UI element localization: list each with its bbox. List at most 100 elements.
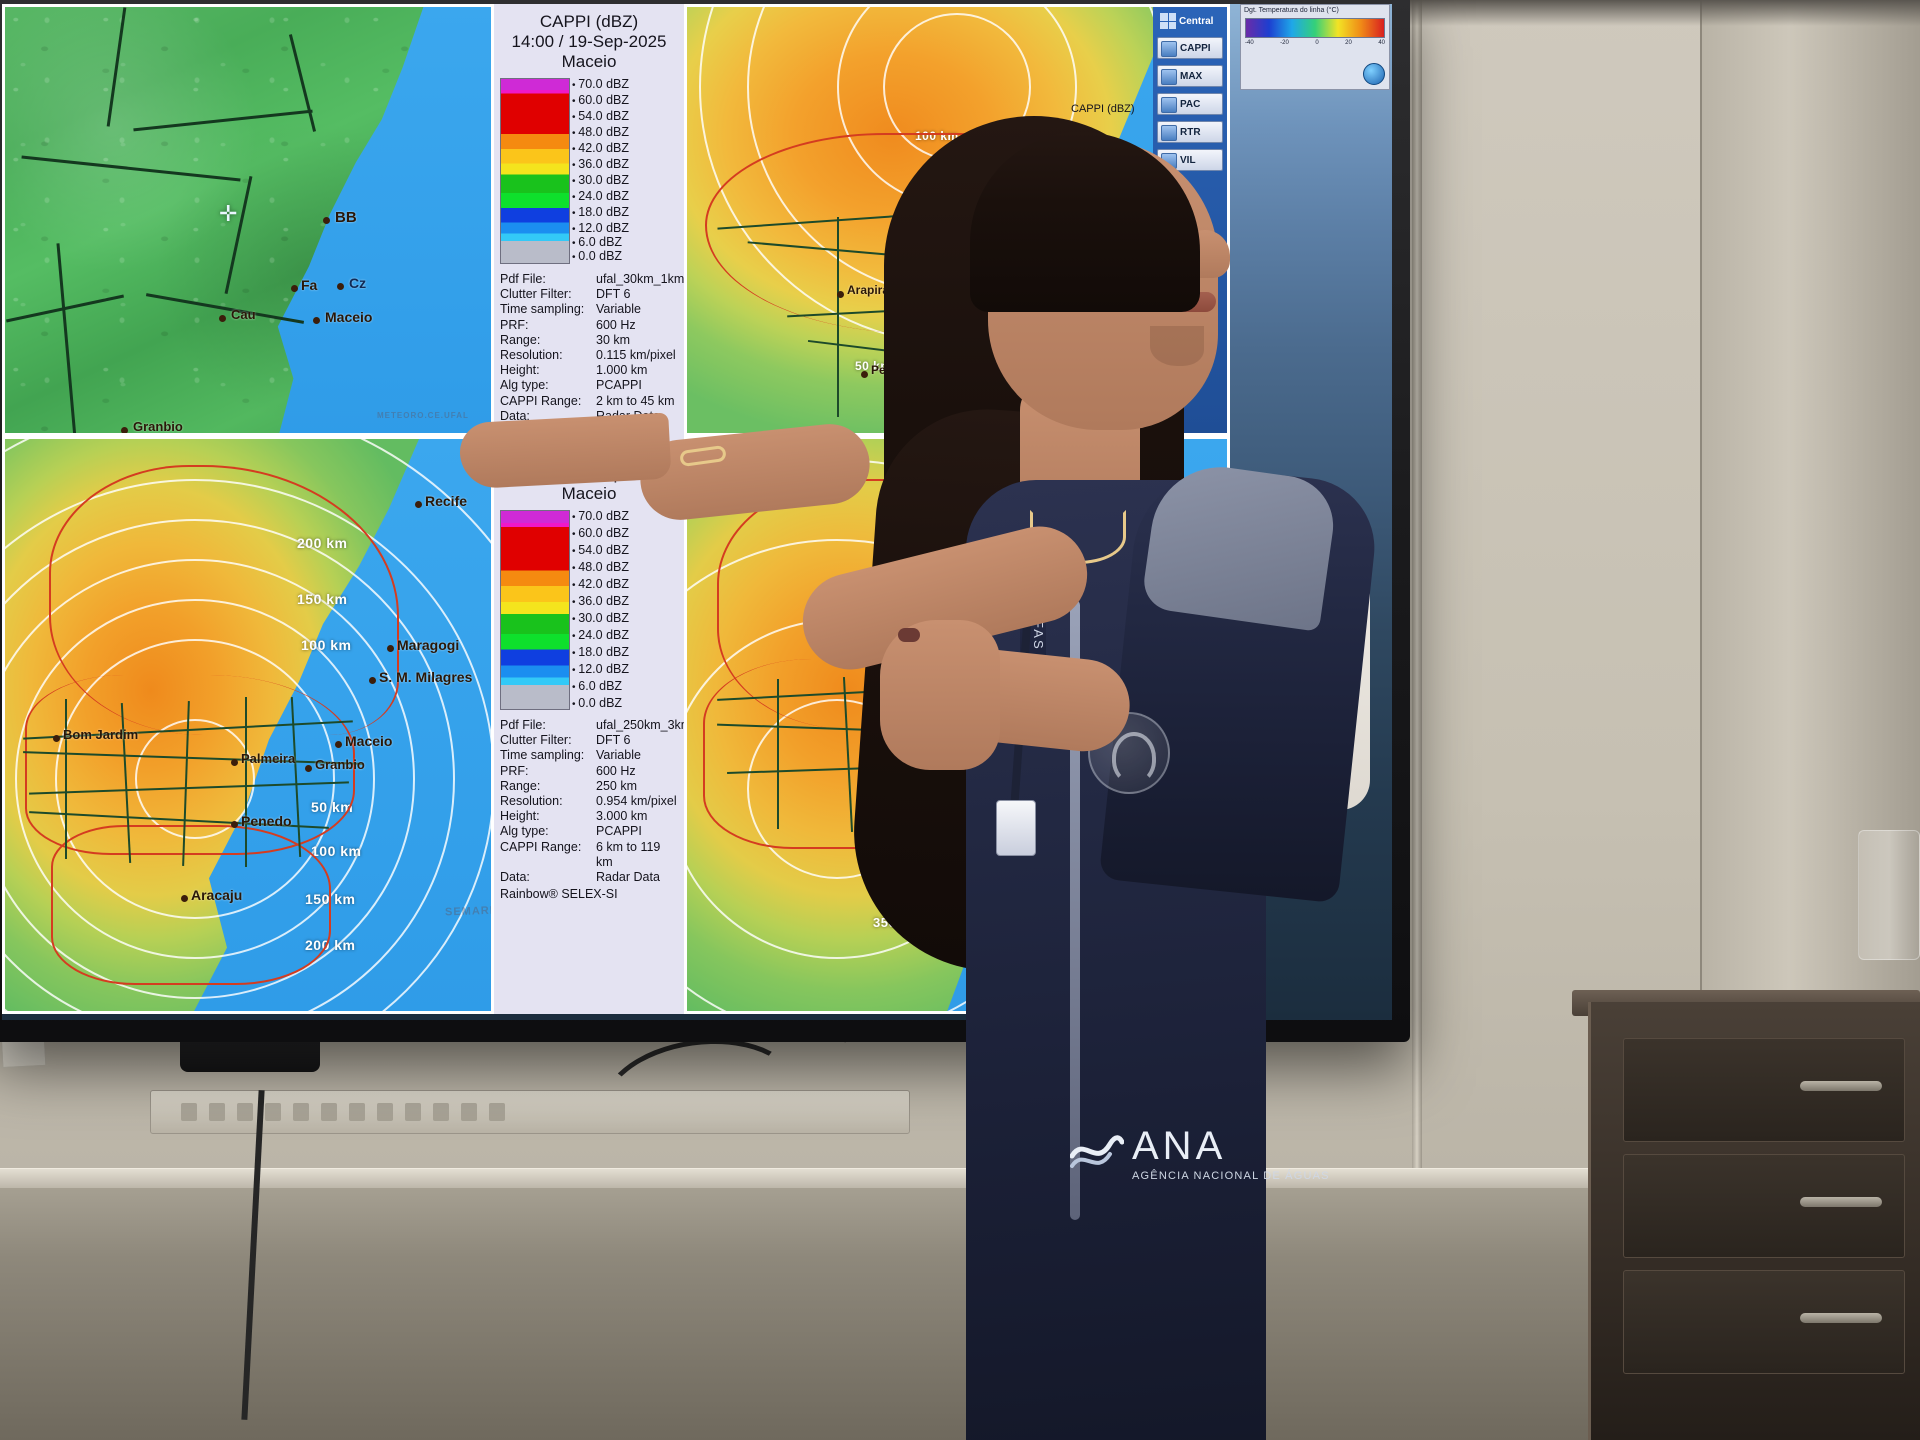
metadata-value: 6 km to 119 km bbox=[596, 839, 661, 869]
side-cabinet[interactable] bbox=[1588, 1002, 1920, 1440]
info-title-line1: CAPPI (dBZ) bbox=[539, 12, 639, 31]
city-label-granbio: Granbio bbox=[315, 757, 365, 772]
info-title-line3: Maceio bbox=[561, 52, 617, 71]
city-dot bbox=[219, 315, 226, 322]
metadata-key: Height: bbox=[500, 809, 540, 824]
dbz-tick: 30.0 dBZ bbox=[572, 174, 629, 188]
city-label-aracaju: Aracaju bbox=[191, 887, 243, 903]
city-dot bbox=[369, 677, 376, 684]
dbz-tick-list: 70.0 dBZ 60.0 dBZ 54.0 dBZ 48.0 dBZ 42.0… bbox=[570, 510, 678, 710]
ana-logo: ANA AGÊNCIA NACIONAL DE ÁGUAS bbox=[1070, 1120, 1329, 1204]
panel-top-info[interactable]: CAPPI (dBZ) 14:00 / 19-Sep-2025 Maceio 7… bbox=[494, 4, 684, 436]
city-label-cau: Cau bbox=[231, 307, 256, 322]
cabinet-drawer[interactable] bbox=[1623, 1270, 1905, 1374]
metadata-key: Clutter Filter: bbox=[500, 733, 572, 748]
control-button-vil[interactable]: VIL bbox=[1157, 149, 1223, 171]
temp-tick: -40 bbox=[1245, 40, 1254, 46]
metadata-value: 1.000 km bbox=[596, 363, 648, 378]
dbz-tick: 70.0 dBZ bbox=[572, 78, 629, 92]
state-border bbox=[49, 465, 399, 735]
drawer-handle[interactable] bbox=[1800, 1081, 1882, 1091]
temperature-app-window[interactable]: Dgt. Temperatura do linha (°C) -40 -20 0… bbox=[1240, 4, 1390, 90]
city-dot bbox=[231, 821, 238, 828]
control-button-cappi[interactable]: CAPPI bbox=[1157, 37, 1223, 59]
dbz-tick: 42.0 dBZ bbox=[572, 142, 629, 156]
metadata-row: CAPPI Range: 2 km to 45 km bbox=[500, 394, 678, 409]
drawer-handle[interactable] bbox=[1800, 1313, 1882, 1323]
metadata-key: Alg type: bbox=[500, 378, 549, 393]
range-ring-label: 100 km bbox=[311, 843, 362, 859]
city-dot bbox=[313, 317, 320, 324]
control-button-rtr[interactable]: RTR bbox=[1157, 121, 1223, 143]
metadata-key: Time sampling: bbox=[500, 302, 585, 317]
city-dot bbox=[231, 759, 238, 766]
city-dot bbox=[337, 283, 344, 290]
metadata-key: Resolution: bbox=[500, 348, 563, 363]
control-button-max[interactable]: MAX bbox=[1157, 65, 1223, 87]
dbz-tick: 24.0 dBZ bbox=[572, 190, 629, 204]
metadata-list-bottom: Pdf File: ufal_250km_3km.cappi Clutter Fi… bbox=[500, 718, 684, 902]
city-label-bom-jardim: Bom Jardim bbox=[63, 727, 139, 742]
dbz-tick-list: 70.0 dBZ 60.0 dBZ 54.0 dBZ 48.0 dBZ 42.0… bbox=[570, 78, 678, 264]
metadata-key: CAPPI Range: bbox=[500, 839, 582, 854]
layers-icon bbox=[1161, 97, 1177, 113]
dbz-tick: 42.0 dBZ bbox=[572, 578, 629, 592]
hand-pointing bbox=[458, 412, 672, 490]
metadata-value: PCAPPI bbox=[596, 824, 642, 839]
metadata-value: DFT 6 bbox=[596, 287, 631, 302]
metadata-list-top: Pdf File: ufal_30km_1km.cappi Clutter Fil… bbox=[500, 272, 684, 436]
metadata-key: Height: bbox=[500, 363, 540, 378]
metadata-value: 600 Hz bbox=[596, 763, 636, 778]
dbz-tick: 48.0 dBZ bbox=[572, 126, 629, 140]
metadata-value: Variable bbox=[596, 302, 641, 317]
cabinet-drawer[interactable] bbox=[1623, 1154, 1905, 1258]
wall-seam bbox=[1412, 0, 1422, 1180]
person-presenter: CEFAS ANA AGÊNCIA NACIONAL DE ÁGUAS bbox=[458, 80, 1520, 1440]
dbz-colorbar bbox=[500, 78, 570, 264]
metadata-value: 0.115 km/pixel bbox=[596, 348, 676, 363]
control-button-pac[interactable]: PAC bbox=[1157, 93, 1223, 115]
baseboard bbox=[0, 1168, 1920, 1188]
metadata-row: PRF: 600 Hz bbox=[500, 318, 678, 333]
control-button-label: CAPPI bbox=[1180, 42, 1211, 54]
metadata-row: Pdf File: ufal_30km_1km.cappi bbox=[500, 272, 684, 287]
state-border bbox=[51, 825, 331, 985]
cabinet-drawer[interactable] bbox=[1623, 1038, 1905, 1142]
id-badge[interactable] bbox=[996, 800, 1036, 856]
tv-stand-leg bbox=[180, 1036, 320, 1072]
metadata-value: Variable bbox=[596, 748, 641, 763]
dbz-tick: 48.0 dBZ bbox=[572, 561, 629, 575]
chin-shadow bbox=[1150, 326, 1204, 366]
layers-icon bbox=[1161, 125, 1177, 141]
drawer-handle[interactable] bbox=[1800, 1197, 1882, 1207]
temperature-scale: -40 -20 0 20 40 bbox=[1241, 40, 1389, 46]
metadata-value: 250 km bbox=[596, 778, 637, 793]
metadata-key: Range: bbox=[500, 778, 541, 793]
city-label-sm-milagres: S. M. Milagres bbox=[379, 669, 473, 685]
temp-tick: -20 bbox=[1280, 40, 1289, 46]
dbz-tick: 6.0 dBZ bbox=[572, 680, 622, 694]
grid-icon bbox=[1160, 13, 1176, 29]
city-label-fa: Fa bbox=[301, 277, 318, 293]
info-title-line3: Maceio bbox=[561, 484, 617, 503]
metadata-row: PRF: 600 Hz bbox=[500, 764, 678, 779]
panel-top-left-map[interactable]: ✛ BB Fa Cz Cau Maceio Granbio METEORO.CE… bbox=[2, 4, 494, 436]
city-dot bbox=[861, 371, 868, 378]
temperature-app-title: Dgt. Temperatura do linha (°C) bbox=[1244, 7, 1339, 14]
metadata-row: Pdf File: ufal_250km_3km.cappi bbox=[500, 718, 684, 733]
dbz-tick: 0.0 dBZ bbox=[572, 697, 622, 711]
metadata-value: 3.000 km bbox=[596, 809, 648, 824]
panel-bottom-left-map[interactable]: 200 km 150 km 100 km 50 km 100 km 150 km… bbox=[2, 436, 494, 1014]
panel-bottom-info[interactable]: CAPPI (dBZ) 14:00 / 19-Sep-2025 Maceio 7… bbox=[494, 436, 684, 1014]
cable-duct bbox=[150, 1090, 910, 1134]
control-button-label: PAC bbox=[1180, 98, 1201, 110]
layers-icon bbox=[1161, 69, 1177, 85]
metadata-key: Time sampling: bbox=[500, 748, 585, 763]
dbz-colorbar-group: 70.0 dBZ 60.0 dBZ 54.0 dBZ 48.0 dBZ 42.0… bbox=[500, 510, 678, 710]
dbz-tick: 60.0 dBZ bbox=[572, 94, 629, 108]
metadata-row: Range: 30 km bbox=[500, 333, 678, 348]
city-label-maragogi: Maragogi bbox=[397, 637, 460, 653]
dbz-tick: 36.0 dBZ bbox=[572, 595, 629, 609]
city-dot bbox=[837, 291, 844, 298]
city-label-granbio: Granbio bbox=[133, 419, 183, 434]
